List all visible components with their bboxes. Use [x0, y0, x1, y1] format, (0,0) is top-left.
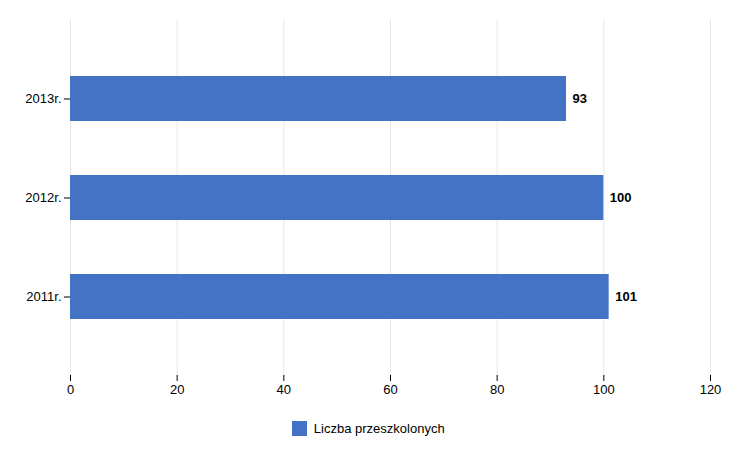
svg-text:100: 100 [610, 190, 632, 205]
svg-text:93: 93 [573, 91, 587, 106]
svg-text:2011r.: 2011r. [26, 289, 61, 304]
svg-text:101: 101 [615, 289, 637, 304]
svg-text:2012r.: 2012r. [25, 190, 61, 205]
html-text:Liczba przeszkolonych: Liczba przeszkolonych [313, 421, 445, 436]
svg-text:20: 20 [170, 382, 184, 397]
svg-text:80: 80 [490, 382, 504, 397]
svg-text:60: 60 [383, 382, 397, 397]
svg-text:120: 120 [700, 382, 722, 397]
svg-text:100: 100 [593, 382, 615, 397]
svg-text:2013r.: 2013r. [25, 91, 61, 106]
svg-text:40: 40 [277, 382, 291, 397]
svg-text:0: 0 [67, 382, 74, 397]
